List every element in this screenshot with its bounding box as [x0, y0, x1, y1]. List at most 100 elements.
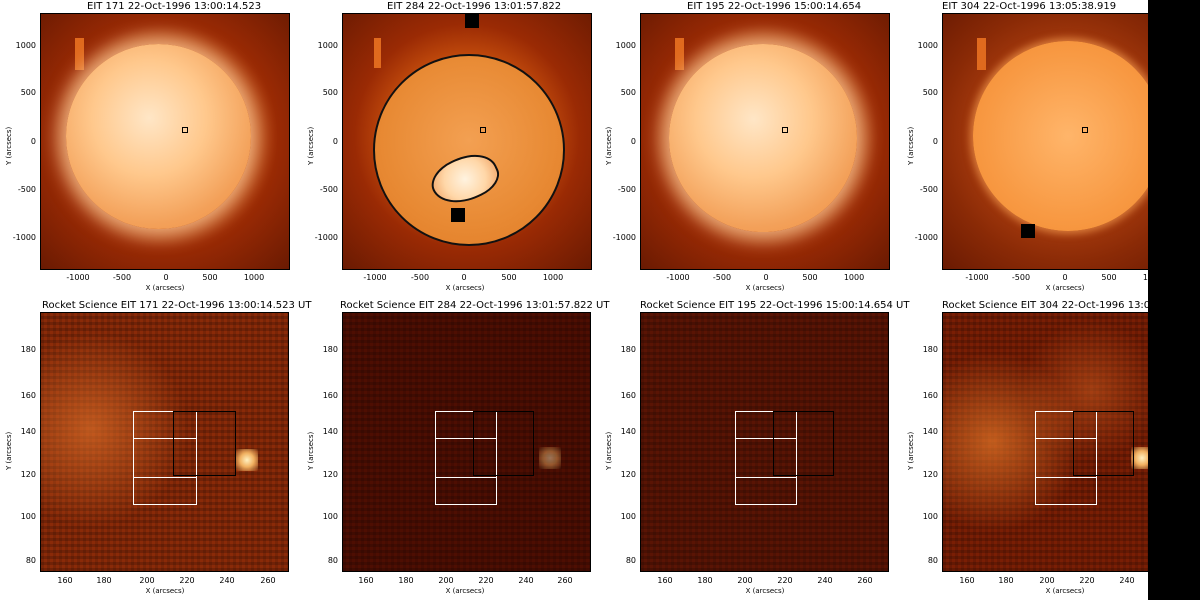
y-tick: -1000: [914, 233, 938, 242]
x-tick: 160: [657, 576, 673, 585]
bright-point: [539, 447, 561, 469]
y-tick: 100: [620, 512, 636, 521]
y-tick: 0: [630, 137, 636, 146]
y-tick: 140: [922, 427, 938, 436]
x-tick: 500: [501, 273, 517, 282]
detector-strip: [75, 38, 84, 70]
marker-square: [1082, 127, 1088, 133]
x-tick: 180: [96, 576, 112, 585]
x-axis-label: X (arcsecs): [745, 587, 785, 595]
missing-block: [1021, 224, 1035, 238]
y-tick: -1000: [612, 233, 636, 242]
x-axis-label: X (arcsecs): [145, 587, 185, 595]
panel-eit284-full: EIT 284 22-Oct-1996 13:01:57.822 1000 50…: [300, 0, 600, 300]
y-axis-label: Y (arcsecs): [907, 126, 915, 165]
panel-title: Rocket Science EIT 284 22-Oct-1996 13:01…: [340, 300, 610, 311]
missing-block: [465, 14, 479, 28]
y-tick: 100: [322, 512, 338, 521]
x-tick: 160: [358, 576, 374, 585]
x-tick: 200: [737, 576, 753, 585]
full-disk-image: [40, 13, 290, 270]
x-tick: 220: [478, 576, 494, 585]
solar-disk: [66, 44, 251, 229]
y-tick: 0: [932, 137, 938, 146]
y-axis-label: Y (arcsecs): [5, 431, 13, 470]
x-tick: 1000: [843, 273, 865, 282]
missing-block: [451, 208, 465, 222]
y-tick: 80: [927, 556, 938, 565]
white-grid-line: [1035, 438, 1097, 478]
white-grid-line: [435, 438, 497, 478]
x-axis-label: X (arcsecs): [445, 587, 485, 595]
y-tick: 180: [322, 345, 338, 354]
x-tick: -500: [112, 273, 132, 282]
x-tick: -500: [410, 273, 430, 282]
x-tick: 0: [763, 273, 769, 282]
x-tick: 180: [697, 576, 713, 585]
y-tick: 500: [20, 88, 36, 97]
x-tick: 200: [139, 576, 155, 585]
y-tick: 0: [30, 137, 36, 146]
y-tick: 140: [322, 427, 338, 436]
x-axis-label: X (arcsecs): [445, 284, 485, 292]
y-tick: -500: [919, 185, 938, 194]
x-tick: 240: [817, 576, 833, 585]
right-edge-mask: [1148, 0, 1200, 600]
y-tick: 1000: [615, 41, 636, 50]
x-tick: 0: [461, 273, 467, 282]
x-tick: 220: [179, 576, 195, 585]
y-tick: 180: [620, 345, 636, 354]
x-tick: -1000: [666, 273, 690, 282]
full-disk-image: [640, 13, 890, 270]
y-tick: 120: [322, 470, 338, 479]
y-tick: 500: [922, 88, 938, 97]
y-tick: 160: [922, 391, 938, 400]
y-tick: 180: [922, 345, 938, 354]
y-tick: 500: [322, 88, 338, 97]
solar-disk: [973, 41, 1163, 231]
x-tick: 500: [802, 273, 818, 282]
x-tick: 220: [777, 576, 793, 585]
marker-square: [782, 127, 788, 133]
x-tick: -500: [1011, 273, 1031, 282]
x-tick: -500: [712, 273, 732, 282]
black-grid-box: [1073, 411, 1134, 476]
x-tick: 260: [557, 576, 573, 585]
x-tick: 240: [1119, 576, 1135, 585]
panel-eit195-full: EIT 195 22-Oct-1996 15:00:14.654 1000 50…: [600, 0, 900, 300]
y-axis-label: Y (arcsecs): [605, 126, 613, 165]
panel-title: Rocket Science EIT 304 22-Oct-1996 13:05…: [942, 300, 1167, 311]
white-grid-line: [735, 438, 797, 478]
marker-square: [480, 127, 486, 133]
x-tick: 160: [959, 576, 975, 585]
y-tick: 500: [620, 88, 636, 97]
panel-eit171-full: EIT 171 22-Oct-1996 13:00:14.523 1000 50…: [0, 0, 300, 300]
panel-title: Rocket Science EIT 195 22-Oct-1996 15:00…: [640, 300, 910, 311]
black-grid-box: [173, 411, 236, 476]
y-tick: -500: [17, 185, 36, 194]
zoom-image: [640, 312, 889, 572]
zoom-pixels: [343, 313, 590, 571]
panel-title: EIT 195 22-Oct-1996 15:00:14.654: [687, 1, 862, 12]
x-tick: -1000: [363, 273, 387, 282]
y-tick: 1000: [15, 41, 36, 50]
y-tick: 1000: [317, 41, 338, 50]
panel-eit284-zoom: Rocket Science EIT 284 22-Oct-1996 13:01…: [300, 300, 610, 600]
y-tick: 80: [625, 556, 636, 565]
bright-point: [236, 449, 258, 471]
x-tick: -1000: [965, 273, 989, 282]
x-tick: 180: [998, 576, 1014, 585]
x-tick: 200: [1039, 576, 1055, 585]
panel-eit171-zoom: Rocket Science EIT 171 22-Oct-1996 13:00…: [0, 300, 312, 600]
x-tick: 240: [518, 576, 534, 585]
panel-title: EIT 284 22-Oct-1996 13:01:57.822: [387, 1, 562, 12]
x-tick: 160: [57, 576, 73, 585]
detector-strip: [374, 38, 381, 68]
x-tick: 500: [202, 273, 218, 282]
solar-disk: [373, 54, 565, 246]
x-tick: 220: [1079, 576, 1095, 585]
y-tick: 80: [327, 556, 338, 565]
x-tick: 260: [857, 576, 873, 585]
panel-title: EIT 304 22-Oct-1996 13:05:38.919: [942, 1, 1117, 12]
y-axis-label: Y (arcsecs): [907, 431, 915, 470]
